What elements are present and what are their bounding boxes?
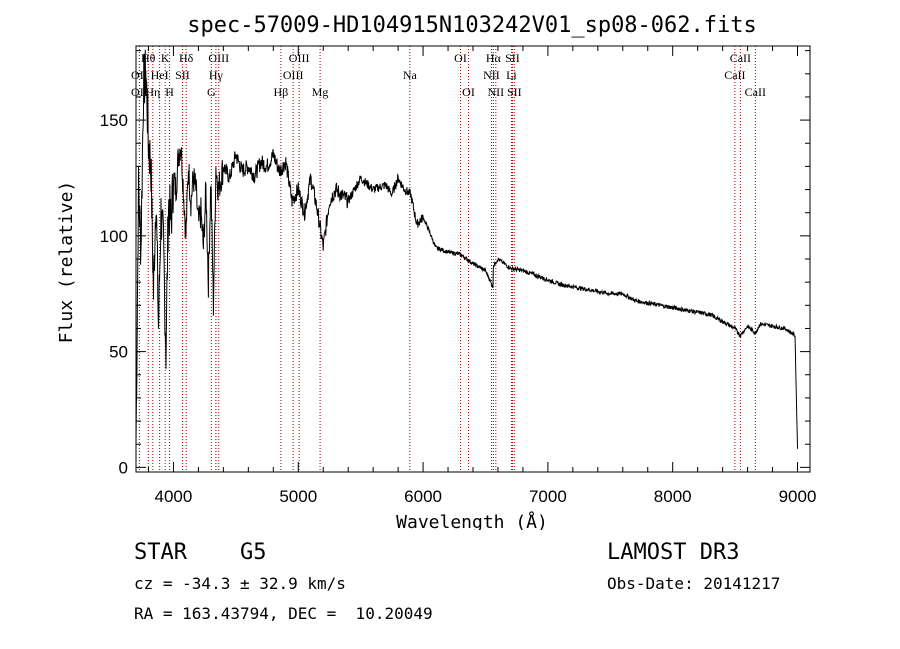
line-label-4: OIII — [289, 51, 310, 65]
line-label-0: Hθ — [141, 51, 156, 65]
redshift-readout: cz = -34.3 ± 32.9 km/s — [134, 574, 346, 593]
line-label-7: SII — [505, 51, 520, 65]
coordinates-readout: RA = 163.43794, DEC = 10.20049 — [134, 604, 433, 623]
line-label-13: OIII — [283, 68, 304, 82]
line-label-5: OI — [454, 51, 467, 65]
spectrum-series — [135, 49, 798, 449]
line-label-10: HeI — [151, 68, 169, 82]
x-axis-ticks: 4000 5000 6000 7000 8000 9000 — [147, 46, 817, 506]
line-label-2: Hδ — [179, 51, 194, 65]
plot-frame — [135, 45, 811, 473]
x-tick-label-0: 4000 — [155, 487, 193, 506]
y-tick-label-0: 0 — [119, 458, 128, 477]
line-label-12: Hγ — [209, 68, 224, 82]
line-label-21: G — [207, 85, 216, 99]
line-label-11: SII — [175, 68, 190, 82]
line-label-26: SII — [507, 85, 522, 99]
x-tick-label-5: 9000 — [779, 487, 817, 506]
line-label-25: NII — [488, 85, 505, 99]
x-tick-label-1: 5000 — [279, 487, 317, 506]
y-axis-ticks: 0 50 100 150 — [100, 50, 810, 477]
x-tick-label-3: 7000 — [529, 487, 567, 506]
x-tick-label-2: 6000 — [404, 487, 442, 506]
y-tick-label-1: 50 — [109, 343, 128, 362]
line-label-23: Mg — [312, 85, 329, 99]
line-label-14: Na — [403, 68, 418, 82]
spectrum-line — [135, 49, 798, 449]
spectrum-chart: spec-57009-HD104915N103242V01_sp08-062.f… — [56, 13, 817, 530]
line-label-6: Hα — [486, 51, 502, 65]
line-label-16: Li — [506, 68, 517, 82]
line-label-3: OIII — [208, 51, 229, 65]
subclass-label: G5 — [240, 540, 267, 565]
y-tick-label-3: 150 — [100, 111, 128, 130]
obs-date-readout: Obs-Date: 20141217 — [607, 574, 781, 593]
y-axis-label: Flux (relative) — [56, 181, 77, 344]
y-tick-label-2: 100 — [100, 227, 128, 246]
line-label-15: NII — [483, 68, 500, 82]
x-tick-label-4: 8000 — [654, 487, 692, 506]
line-label-19: Hη — [145, 85, 160, 99]
line-label-8: CaII — [730, 51, 751, 65]
line-label-1: K — [161, 51, 170, 65]
emission-line-markers — [138, 46, 756, 472]
x-axis-label: Wavelength (Å) — [396, 511, 548, 530]
line-label-27: CaII — [745, 85, 766, 99]
line-label-22: Hβ — [274, 85, 289, 99]
line-label-17: CaII — [724, 68, 745, 82]
class-label: STAR — [134, 540, 187, 565]
survey-label: LAMOST DR3 — [607, 540, 740, 565]
line-label-24: OI — [462, 85, 475, 99]
chart-title: spec-57009-HD104915N103242V01_sp08-062.f… — [187, 13, 757, 38]
line-label-20: H — [165, 85, 174, 99]
